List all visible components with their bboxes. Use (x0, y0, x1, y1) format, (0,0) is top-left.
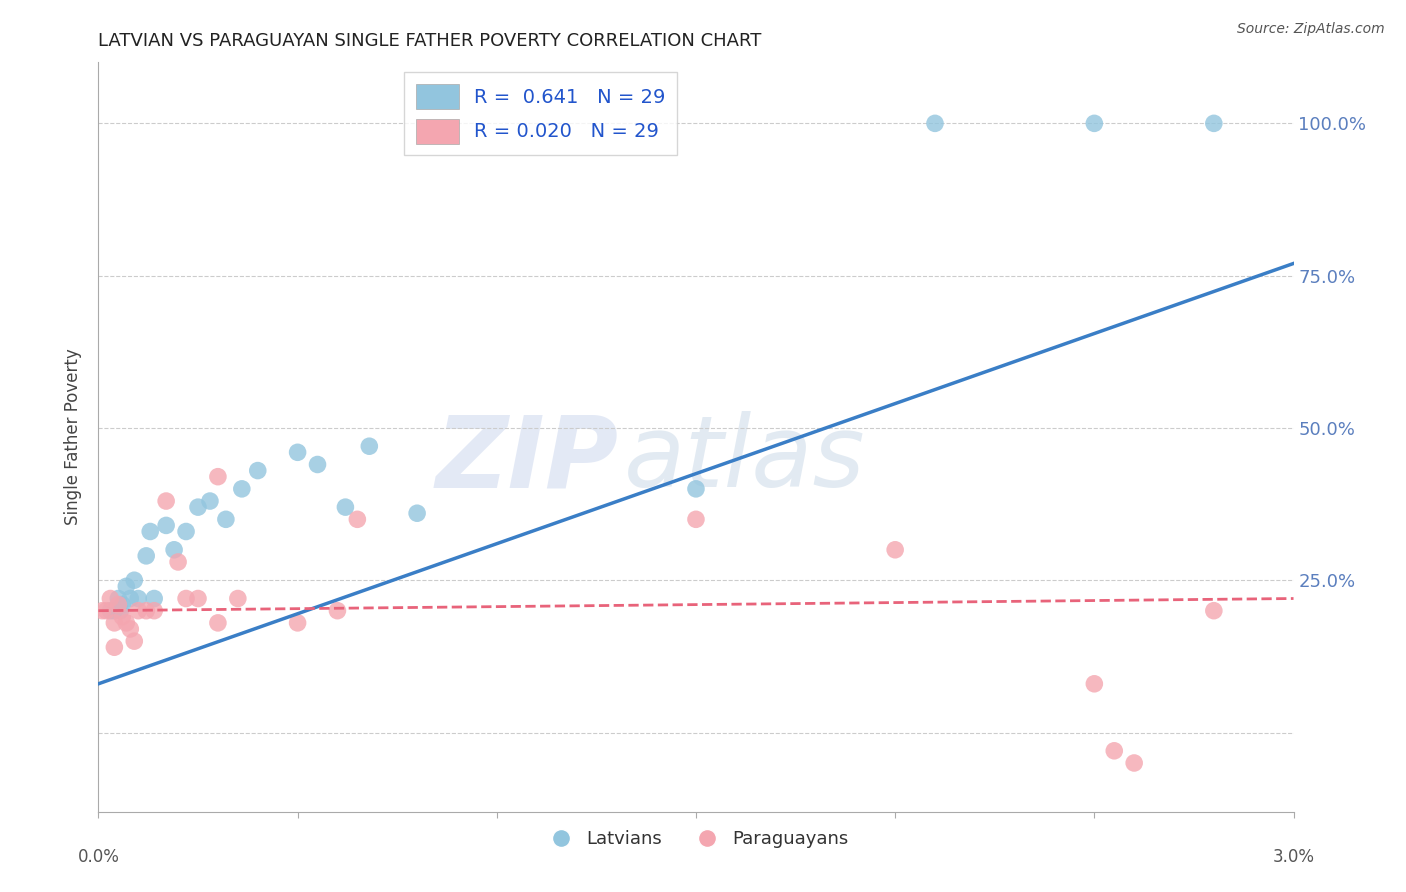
Point (124, 573, 146, 587)
Point (174, 524, 197, 539)
Text: LATVIAN VS PARAGUAYAN SINGLE FATHER POVERTY CORRELATION CHART: LATVIAN VS PARAGUAYAN SINGLE FATHER POVE… (98, 32, 762, 50)
Point (1202, 116, 1225, 130)
Point (326, 604, 349, 618)
Point (139, 524, 162, 539)
Y-axis label: Single Father Poverty: Single Father Poverty (65, 349, 83, 525)
Point (124, 634, 146, 648)
Point (103, 604, 125, 618)
Point (685, 512, 707, 526)
Point (187, 591, 209, 606)
Point (143, 604, 166, 618)
Point (174, 591, 197, 606)
Point (163, 542, 186, 557)
Point (98, 604, 122, 618)
Point (287, 445, 309, 459)
Point (135, 604, 157, 618)
Point (335, 500, 357, 515)
Point (215, 512, 238, 526)
Point (107, 591, 129, 606)
Point (198, 494, 221, 508)
Point (167, 555, 190, 569)
Point (127, 604, 149, 618)
Point (120, 622, 142, 636)
Point (110, 604, 132, 618)
Point (103, 615, 125, 630)
Point (120, 591, 142, 606)
Point (91, 604, 114, 618)
Point (287, 615, 309, 630)
Point (226, 591, 249, 606)
Point (685, 482, 707, 496)
Point (884, 542, 907, 557)
Point (187, 500, 209, 515)
Point (111, 609, 134, 624)
Point (207, 469, 229, 483)
Point (111, 598, 134, 612)
Point (103, 640, 125, 655)
Point (1083, 677, 1105, 691)
Text: Source: ZipAtlas.com: Source: ZipAtlas.com (1237, 22, 1385, 37)
Point (143, 591, 166, 606)
Text: atlas: atlas (624, 411, 866, 508)
Point (155, 518, 177, 533)
Point (135, 549, 157, 563)
Point (307, 458, 329, 472)
Point (246, 464, 269, 478)
Point (98, 591, 122, 606)
Point (127, 591, 149, 606)
Text: ZIP: ZIP (436, 411, 619, 508)
Point (96, 604, 118, 618)
Text: 3.0%: 3.0% (1272, 848, 1315, 866)
Point (924, 116, 946, 130)
Point (155, 494, 177, 508)
Point (346, 512, 368, 526)
Point (231, 482, 253, 496)
Point (1102, 744, 1125, 758)
Text: 0.0%: 0.0% (77, 848, 120, 866)
Point (1083, 116, 1105, 130)
Legend: Latvians, Paraguayans: Latvians, Paraguayans (536, 822, 856, 855)
Point (107, 598, 129, 612)
Point (359, 439, 381, 453)
Point (406, 506, 429, 520)
Point (115, 579, 138, 593)
Point (1123, 756, 1146, 770)
Point (207, 615, 229, 630)
Point (1202, 604, 1225, 618)
Point (115, 615, 138, 630)
